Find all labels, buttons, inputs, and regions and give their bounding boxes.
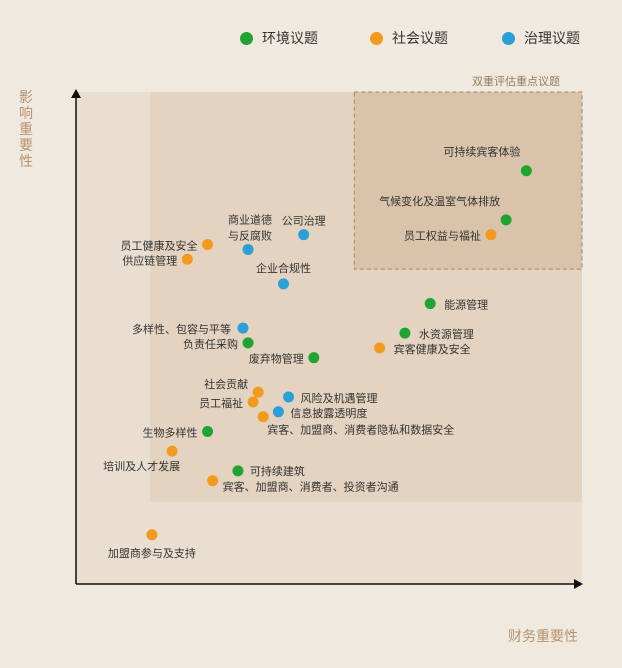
data-point-label: 与反腐败 (228, 228, 272, 242)
data-point-label: 气候变化及温室气体排放 (379, 194, 500, 208)
data-point (520, 165, 532, 177)
data-point-label: 员工健康及安全 (121, 239, 198, 253)
legend-dot-governance (502, 31, 515, 45)
highlight-zone-label: 双重评估重点议题 (472, 75, 560, 88)
data-point (207, 475, 219, 487)
data-point-label: 企业合规性 (256, 261, 311, 275)
data-point (424, 298, 436, 310)
data-point-label: 宾客健康及安全 (394, 342, 471, 356)
legend-label-environment: 环境议题 (262, 31, 318, 47)
data-point (247, 396, 259, 408)
data-point (277, 278, 289, 290)
data-point-label: 废弃物管理 (249, 352, 304, 366)
data-point-label: 可持续建筑 (250, 464, 305, 478)
data-point-label: 供应链管理 (122, 253, 177, 267)
data-point-label: 商业道德 (228, 212, 272, 226)
data-point (202, 425, 214, 437)
data-point-label: 宾客、加盟商、消费者、投资者沟通 (223, 480, 399, 494)
data-point-label: 可持续宾客体验 (443, 145, 520, 159)
legend-dot-social (370, 31, 383, 45)
x-axis-label: 财务重要性 (508, 629, 578, 645)
data-point (399, 327, 411, 339)
data-point (485, 229, 497, 241)
data-point (374, 342, 386, 354)
data-point (202, 239, 214, 251)
data-point (257, 411, 269, 423)
legend-dot-environment (240, 31, 253, 45)
data-point (308, 352, 320, 364)
data-point-label: 水资源管理 (419, 327, 474, 341)
data-point-label: 公司治理 (282, 214, 326, 228)
data-point (242, 337, 254, 349)
legend-label-social: 社会议题 (392, 31, 448, 47)
legend-item-social: 社会议题 (370, 28, 448, 48)
data-point-label: 信息披露透明度 (290, 406, 367, 420)
data-point-label: 负责任采购 (183, 337, 238, 351)
data-point-label: 培训及人才发展 (103, 459, 180, 473)
data-point (500, 214, 512, 226)
data-point (232, 465, 244, 477)
data-point (272, 406, 284, 418)
data-point-label: 多样性、包容与平等 (132, 322, 231, 336)
data-point-label: 能源管理 (444, 298, 488, 312)
data-point (166, 445, 178, 457)
data-point (181, 253, 193, 265)
data-point (242, 243, 254, 255)
highlight-zone (353, 91, 583, 270)
data-point-label: 风险及机遇管理 (301, 391, 378, 405)
data-point-label: 生物多样性 (143, 425, 198, 439)
legend: 环境议题 社会议题 治理议题 (0, 28, 622, 52)
data-point (237, 322, 249, 334)
legend-item-governance: 治理议题 (502, 28, 580, 48)
data-point (146, 529, 158, 541)
legend-label-governance: 治理议题 (524, 31, 580, 47)
data-point (252, 386, 264, 398)
data-point-label: 社会贡献 (204, 377, 248, 391)
data-point-label: 员工权益与福祉 (404, 229, 481, 243)
data-point (298, 229, 310, 241)
y-axis-label: 影响重要性 (19, 90, 33, 170)
data-point-label: 员工福祉 (199, 396, 243, 410)
data-point-label: 宾客、加盟商、消费者隐私和数据安全 (267, 423, 454, 437)
data-point (283, 391, 295, 403)
x-axis-arrow (574, 579, 583, 589)
y-axis-arrow (71, 89, 81, 98)
data-point-label: 加盟商参与及支持 (108, 546, 196, 560)
legend-item-environment: 环境议题 (240, 28, 318, 48)
